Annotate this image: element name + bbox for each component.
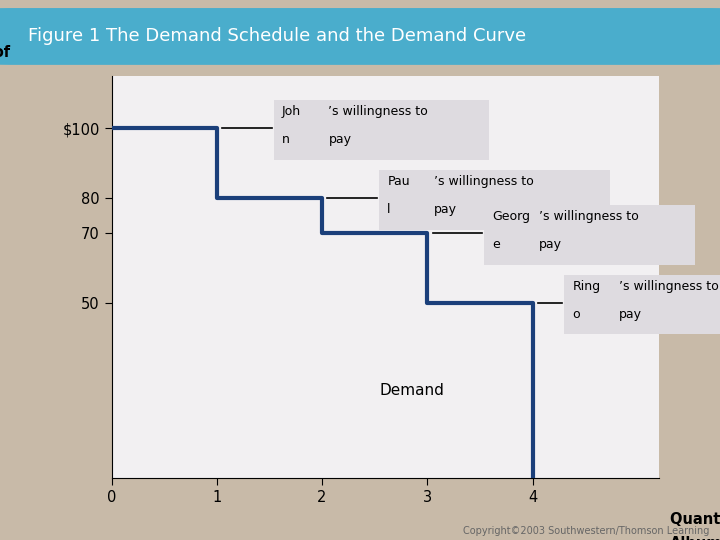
Text: Demand: Demand bbox=[380, 383, 445, 398]
Text: pay: pay bbox=[539, 238, 562, 251]
Text: pay: pay bbox=[433, 203, 456, 217]
Text: Joh: Joh bbox=[282, 105, 301, 118]
Text: Quantity of: Quantity of bbox=[670, 512, 720, 527]
FancyBboxPatch shape bbox=[484, 205, 695, 265]
Text: pay: pay bbox=[328, 133, 351, 146]
Text: ’s willingness to: ’s willingness to bbox=[328, 105, 428, 118]
Text: Figure 1 The Demand Schedule and the Demand Curve: Figure 1 The Demand Schedule and the Dem… bbox=[28, 28, 526, 45]
Text: Pau: Pau bbox=[387, 176, 410, 188]
FancyBboxPatch shape bbox=[564, 275, 720, 334]
Text: Price of: Price of bbox=[0, 44, 11, 59]
FancyBboxPatch shape bbox=[0, 9, 720, 64]
Text: Georg: Georg bbox=[492, 210, 531, 223]
Text: Copyright©2003 Southwestern/Thomson Learning: Copyright©2003 Southwestern/Thomson Lear… bbox=[463, 525, 709, 536]
Text: Albums: Albums bbox=[670, 536, 720, 540]
Text: l: l bbox=[387, 203, 391, 217]
FancyBboxPatch shape bbox=[379, 170, 611, 230]
Text: n: n bbox=[282, 133, 290, 146]
FancyBboxPatch shape bbox=[274, 100, 490, 159]
Text: ’s willingness to: ’s willingness to bbox=[539, 210, 639, 223]
Text: pay: pay bbox=[618, 308, 642, 321]
Text: e: e bbox=[492, 238, 500, 251]
Text: ’s willingness to: ’s willingness to bbox=[433, 176, 534, 188]
Text: o: o bbox=[572, 308, 580, 321]
Text: Ring: Ring bbox=[572, 280, 600, 293]
Text: ’s willingness to: ’s willingness to bbox=[618, 280, 719, 293]
